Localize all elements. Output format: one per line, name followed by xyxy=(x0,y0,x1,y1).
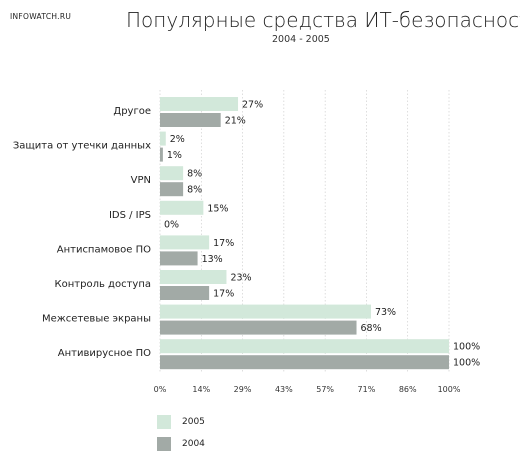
data-label: 13% xyxy=(202,254,223,265)
data-label: 68% xyxy=(361,323,382,334)
bar-2004 xyxy=(160,182,184,197)
data-label: 1% xyxy=(167,150,182,161)
data-label: 17% xyxy=(213,238,234,249)
data-label: 8% xyxy=(187,169,202,180)
bar-2005 xyxy=(160,200,204,215)
legend-label-2004: 2004 xyxy=(182,439,205,449)
category-label: Антивирусное ПО xyxy=(58,348,151,359)
data-label: 17% xyxy=(213,289,234,300)
bar-2004 xyxy=(160,251,198,266)
chart-title: Популярные средства ИТ-безопасности xyxy=(126,8,520,32)
x-tick-label: 57% xyxy=(316,385,334,394)
chart-subtitle: 2004 - 2005 xyxy=(272,34,330,45)
bar-2005 xyxy=(160,235,210,250)
legend-swatch-2004 xyxy=(157,437,171,451)
category-label: Контроль доступа xyxy=(55,279,151,290)
x-tick-label: 86% xyxy=(399,385,417,394)
data-label: 15% xyxy=(207,203,228,214)
category-label: IDS / IPS xyxy=(109,210,151,221)
bar-2004 xyxy=(160,147,163,162)
category-label: Межсетевые экраны xyxy=(42,314,151,325)
x-tick-label: 100% xyxy=(438,385,461,394)
bar-2004 xyxy=(160,355,449,370)
data-label: 73% xyxy=(375,307,396,318)
bar-2005 xyxy=(160,131,166,146)
x-tick-label: 0% xyxy=(154,385,167,394)
data-label: 0% xyxy=(164,219,179,230)
category-label: Другое xyxy=(113,106,151,117)
x-tick-label: 14% xyxy=(192,385,210,394)
category-label: Защита от утечки данных xyxy=(13,141,151,152)
bar-2005 xyxy=(160,339,449,354)
data-label: 2% xyxy=(170,134,185,145)
bar-2005 xyxy=(160,97,239,111)
bar-2004 xyxy=(160,320,357,335)
data-label: 100% xyxy=(453,342,480,353)
bar-2005 xyxy=(160,166,184,181)
bar-2005 xyxy=(160,270,227,284)
brand-logo: INFOWATCH.RU xyxy=(10,12,72,21)
bar-2004 xyxy=(160,286,210,300)
x-tick-label: 71% xyxy=(358,385,376,394)
bar-2004 xyxy=(160,113,221,127)
data-label: 21% xyxy=(225,116,246,127)
data-label: 23% xyxy=(230,273,251,284)
bar-2005 xyxy=(160,304,371,319)
legend-label-2005: 2005 xyxy=(182,417,205,427)
data-label: 27% xyxy=(242,100,263,111)
x-tick-label: 29% xyxy=(234,385,252,394)
category-label: VPN xyxy=(131,175,151,186)
legend-swatch-2005 xyxy=(157,415,171,429)
data-label: 100% xyxy=(453,358,480,369)
x-tick-label: 43% xyxy=(275,385,293,394)
data-label: 8% xyxy=(187,185,202,196)
category-label: Антиспамовое ПО xyxy=(57,244,151,255)
